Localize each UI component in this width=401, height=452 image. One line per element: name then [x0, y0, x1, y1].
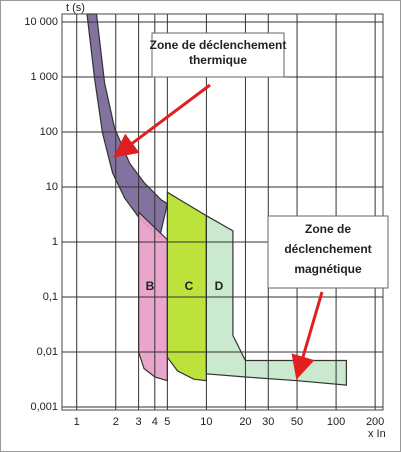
y-tick-label: 10 000 [24, 16, 58, 28]
annotation-box [151, 32, 285, 78]
x-tick-label: 50 [291, 416, 303, 428]
x-axis-label: x In [368, 428, 386, 440]
x-tick-label: 4 [152, 416, 158, 428]
zone-label: C [185, 279, 194, 293]
annotation: thermique [189, 53, 247, 67]
zone [138, 210, 168, 382]
x-tick-label: 10 [200, 416, 212, 428]
x-tick-label: 2 [113, 416, 119, 428]
x-tick-label: 30 [262, 416, 274, 428]
arrow [291, 291, 324, 380]
zone [166, 191, 207, 382]
arrow [113, 83, 211, 158]
y-axis-label: t (s) [66, 2, 85, 14]
annotation: déclenchement [284, 242, 371, 256]
zone-label: B [146, 279, 155, 293]
zone-label: D [215, 279, 224, 293]
y-tick-label: 0,01 [37, 346, 58, 358]
x-tick-label: 3 [136, 416, 142, 428]
zone [205, 214, 347, 386]
plot-frame [61, 13, 384, 411]
y-tick-label: 100 [40, 126, 58, 138]
x-tick-label: 100 [327, 416, 345, 428]
annotation: magnétique [294, 262, 362, 276]
x-tick-label: 5 [164, 416, 170, 428]
y-tick-label: 10 [46, 181, 58, 193]
annotation: Zone de [305, 222, 351, 236]
x-tick-label: 200 [366, 416, 384, 428]
y-tick-label: 0,001 [30, 401, 58, 413]
y-tick-label: 1 [52, 236, 58, 248]
x-tick-label: 20 [239, 416, 251, 428]
y-tick-label: 0,1 [43, 291, 58, 303]
y-tick-label: 1 000 [30, 71, 58, 83]
annotation-box [267, 215, 389, 289]
x-tick-label: 1 [74, 416, 80, 428]
annotation: Zone de déclenchement [150, 38, 287, 52]
